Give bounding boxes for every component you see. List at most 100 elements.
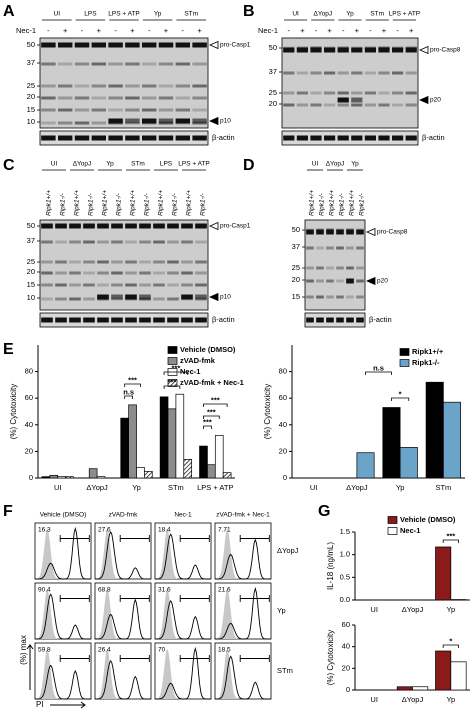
blot-band: [296, 91, 308, 95]
blot-band: [336, 246, 344, 250]
group-label: LPS: [160, 161, 173, 168]
blot-band: [153, 260, 165, 264]
treatment: +: [382, 26, 387, 35]
blot-band: [296, 103, 308, 107]
marker-label: 20: [269, 99, 277, 108]
loading-band: [192, 135, 207, 141]
blot-band: [326, 279, 334, 283]
loading-band: [378, 135, 390, 141]
y-tick-label: 0: [29, 473, 33, 482]
legend-label: Vehicle (DMSO): [400, 515, 456, 524]
blot-band: [306, 295, 314, 299]
blot-band: [41, 240, 53, 244]
blot-band: [192, 42, 207, 48]
genotype-label: Ripk1-/-: [144, 192, 151, 216]
marker-label: 15: [27, 105, 35, 114]
band-arrow: [209, 116, 219, 126]
blot-band: [158, 42, 174, 48]
bar: [199, 445, 208, 479]
blot-band: [195, 260, 207, 264]
bar: [128, 404, 137, 479]
loading-band: [108, 135, 123, 141]
marker-label: 25: [27, 81, 35, 90]
treatment: +: [164, 26, 169, 35]
blot-band: [91, 96, 106, 100]
control-histogram: [215, 588, 271, 639]
y-tick-label: 1.0: [340, 550, 350, 559]
blot-band: [69, 223, 81, 229]
marker-label: 10: [27, 117, 35, 126]
treatment: +: [130, 26, 135, 35]
blot-band: [41, 283, 53, 287]
band-label: p10: [220, 118, 231, 125]
x-tick-label: UI: [370, 605, 378, 614]
column-label: Nec-1: [174, 512, 192, 519]
blot-band: [41, 271, 53, 275]
blot-band: [153, 271, 165, 275]
x-axis-label: PI: [36, 700, 44, 709]
blot-band: [192, 96, 207, 100]
loading-band: [69, 317, 81, 323]
band-label: p20: [430, 97, 441, 104]
gate: [239, 535, 270, 542]
genotype-label: Ripk1+/+: [186, 190, 193, 216]
blot-band: [158, 96, 174, 100]
loading-band: [91, 135, 106, 141]
y-tick-label: 40: [25, 420, 33, 429]
marker-label: 50: [27, 221, 35, 230]
bar: [450, 661, 467, 691]
panel-label: E: [3, 341, 14, 358]
loading-band: [55, 317, 67, 323]
marker-label: 37: [269, 67, 277, 76]
x-tick-label: LPS + ATP: [197, 483, 233, 492]
blot-band: [142, 42, 157, 48]
gate: [239, 655, 270, 662]
loading-band: [356, 317, 364, 323]
significance-bracket: [442, 539, 459, 543]
blot-band: [326, 246, 334, 250]
band-label: p20: [377, 278, 388, 285]
blot-band: [153, 223, 165, 229]
blot-band: [158, 62, 174, 66]
y-tick-label: 0: [346, 685, 350, 694]
blot-band: [58, 42, 73, 48]
gate: [119, 655, 150, 662]
sample-histogram: [35, 526, 91, 580]
genotype-label: Ripk1-/-: [60, 192, 67, 216]
treatment: +: [355, 26, 360, 35]
bar: [96, 476, 106, 479]
band-arrow: [366, 276, 376, 286]
loading-band: [167, 317, 179, 323]
blot-band: [58, 96, 73, 100]
x-tick-label: STm: [435, 483, 451, 492]
significance-bracket: [203, 425, 212, 429]
genotype-label: Ripk1+/+: [102, 190, 109, 216]
blot-band: [167, 223, 179, 229]
blot-band: [74, 121, 90, 125]
loading-blot: [39, 312, 209, 328]
row-label: Yp: [277, 606, 286, 615]
blot-band: [139, 223, 151, 229]
group-label: STm: [131, 161, 145, 168]
treatment: -: [182, 26, 185, 35]
blot-band: [125, 84, 140, 88]
blot-band: [405, 103, 417, 107]
bar: [435, 650, 452, 691]
marker-label: 50: [269, 43, 277, 52]
blot-band: [41, 260, 53, 264]
treatment: +: [327, 26, 332, 35]
blot-band: [125, 42, 140, 48]
blot-band: [310, 103, 322, 107]
loading-blot: [39, 130, 209, 146]
x-tick-label: Yp: [447, 695, 456, 704]
blot-band: [69, 283, 81, 287]
y-tick-label: 60: [279, 393, 287, 402]
loading-band: [324, 135, 336, 141]
gate: [239, 595, 270, 602]
blot-band: [316, 246, 324, 250]
loading-band: [310, 135, 322, 141]
x-tick-label: UI: [310, 483, 318, 492]
blot-band: [181, 283, 193, 287]
x-tick-label: ΔYopJ: [402, 605, 424, 614]
